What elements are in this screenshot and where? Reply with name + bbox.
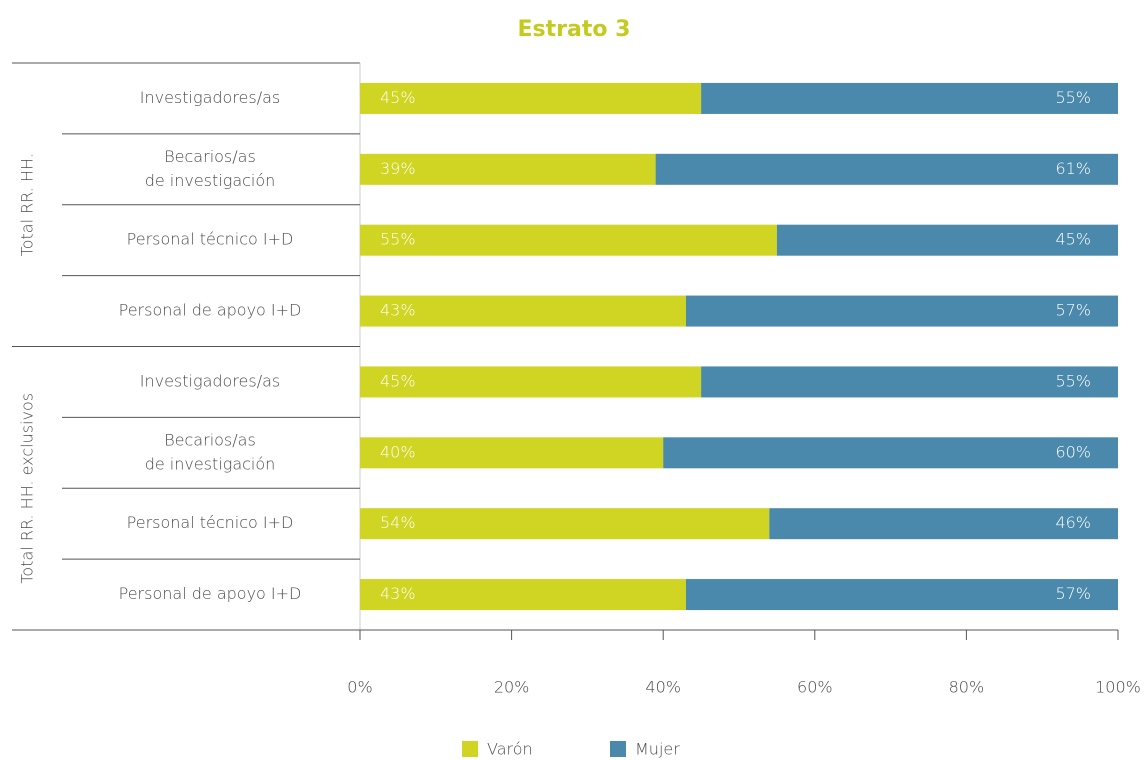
- legend-swatch: [610, 741, 626, 757]
- value-label: 40%: [380, 442, 416, 461]
- bar-segment: [360, 153, 656, 185]
- x-tick-label: 100%: [1095, 678, 1141, 697]
- bar-segment: [663, 437, 1118, 469]
- category-label: Personal técnico I+D: [127, 230, 294, 249]
- category-label: Becarios/as: [164, 147, 256, 166]
- bar-segment: [360, 579, 686, 611]
- group-label: Total RR. HH.: [18, 153, 37, 256]
- x-tick-label: 40%: [645, 678, 681, 697]
- legend-swatch: [462, 741, 478, 757]
- bar-segment: [360, 366, 702, 398]
- value-label: 54%: [380, 513, 416, 532]
- value-label: 45%: [380, 88, 416, 107]
- value-label: 45%: [380, 371, 416, 390]
- category-label: Personal de apoyo I+D: [119, 584, 302, 603]
- bar-segment: [655, 153, 1118, 185]
- value-label: 43%: [380, 301, 416, 320]
- value-label: 57%: [1055, 301, 1091, 320]
- category-label: Investigadores/as: [140, 371, 281, 390]
- value-label: 57%: [1055, 584, 1091, 603]
- x-tick-label: 80%: [949, 678, 985, 697]
- value-label: 45%: [1055, 230, 1091, 249]
- bar-segment: [360, 224, 777, 256]
- category-label: Investigadores/as: [140, 88, 281, 107]
- value-label: 60%: [1055, 442, 1091, 461]
- value-label: 39%: [380, 159, 416, 178]
- bar-segment: [360, 82, 702, 114]
- bar-segment: [360, 437, 664, 469]
- category-label: Personal de apoyo I+D: [119, 301, 302, 320]
- value-label: 55%: [380, 230, 416, 249]
- bar-segment: [769, 508, 1118, 540]
- bar-segment: [701, 82, 1118, 114]
- value-label: 43%: [380, 584, 416, 603]
- value-label: 55%: [1055, 371, 1091, 390]
- value-label: 46%: [1055, 513, 1091, 532]
- bar-segment: [360, 295, 686, 327]
- x-tick-label: 0%: [347, 678, 372, 697]
- x-tick-label: 60%: [797, 678, 833, 697]
- legend-label: Varón: [487, 740, 533, 759]
- bar-segment: [776, 224, 1118, 256]
- x-tick-label: 20%: [494, 678, 530, 697]
- value-label: 55%: [1055, 88, 1091, 107]
- value-label: 61%: [1055, 159, 1091, 178]
- group-label: Total RR. HH. exclusivos: [18, 393, 37, 584]
- bar-segment: [701, 366, 1118, 398]
- chart-title: Estrato 3: [518, 17, 631, 42]
- bar-segment: [685, 579, 1118, 611]
- category-label: Personal técnico I+D: [127, 513, 294, 532]
- bar-segment: [360, 508, 770, 540]
- category-label: Becarios/as: [164, 430, 256, 449]
- category-label: de investigación: [145, 171, 276, 190]
- category-label: de investigación: [145, 454, 276, 473]
- bar-segment: [685, 295, 1118, 327]
- legend-label: Mujer: [635, 740, 680, 759]
